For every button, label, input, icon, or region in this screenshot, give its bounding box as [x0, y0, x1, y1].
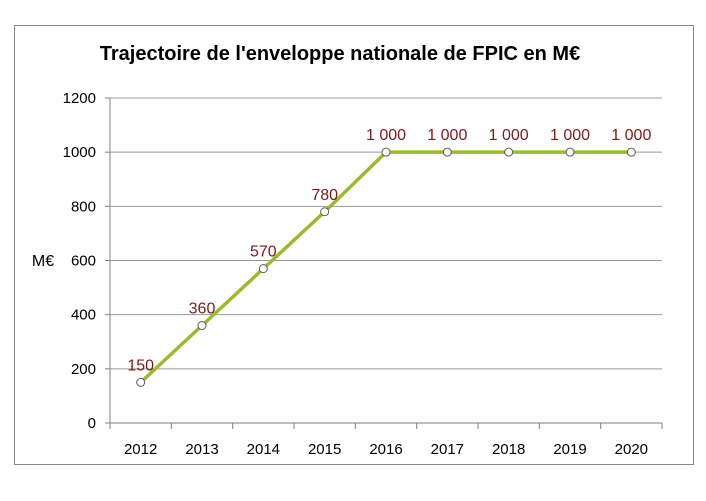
- data-point: [565, 147, 575, 157]
- x-tick-label: 2019: [553, 441, 586, 458]
- x-tick-label: 2014: [247, 441, 280, 458]
- y-tick-label: 1000: [63, 144, 96, 161]
- data-label: 780: [311, 187, 338, 204]
- data-label: 1 000: [489, 127, 529, 144]
- y-tick-label: 1200: [63, 90, 96, 107]
- chart-title: Trajectoire de l'enveloppe nationale de …: [100, 43, 580, 65]
- data-label: 1 000: [366, 127, 406, 144]
- data-label: 1 000: [550, 127, 590, 144]
- data-label: 150: [127, 357, 154, 374]
- y-tick-label: 200: [71, 361, 96, 378]
- x-tick-label: 2012: [124, 441, 157, 458]
- data-point: [626, 147, 636, 157]
- x-tick-label: 2017: [431, 441, 464, 458]
- data-point: [504, 147, 514, 157]
- y-tick-label: 800: [71, 198, 96, 215]
- axes: 0 200 400 600 800 1000 1200 2012 2013 2014 2015 201…: [63, 90, 663, 458]
- x-tick-label: 2013: [185, 441, 218, 458]
- y-axis-label: M€: [32, 253, 54, 270]
- data-labels: 150 360 570 780 1 000 1 000 1 000 1 000 1 000: [127, 127, 651, 374]
- series-polyline: [139, 150, 632, 384]
- y-tick-label: 0: [88, 415, 96, 432]
- data-point: [320, 207, 330, 217]
- x-tick-label: 2018: [492, 441, 525, 458]
- data-label: 360: [189, 301, 216, 318]
- y-tick-label: 400: [71, 307, 96, 324]
- data-label: 1 000: [611, 127, 651, 144]
- data-point: [442, 147, 452, 157]
- data-point: [258, 264, 268, 274]
- data-point: [381, 147, 391, 157]
- y-tick-label: 600: [71, 253, 96, 270]
- series-line: [139, 150, 632, 384]
- data-point: [136, 377, 146, 387]
- x-tick-label: 2016: [369, 441, 402, 458]
- x-tick-label: 2020: [615, 441, 648, 458]
- data-points: [136, 147, 636, 387]
- data-point: [197, 321, 207, 330]
- x-tick-label: 2015: [308, 441, 341, 458]
- data-label: 1 000: [427, 127, 467, 144]
- data-label: 570: [250, 244, 277, 261]
